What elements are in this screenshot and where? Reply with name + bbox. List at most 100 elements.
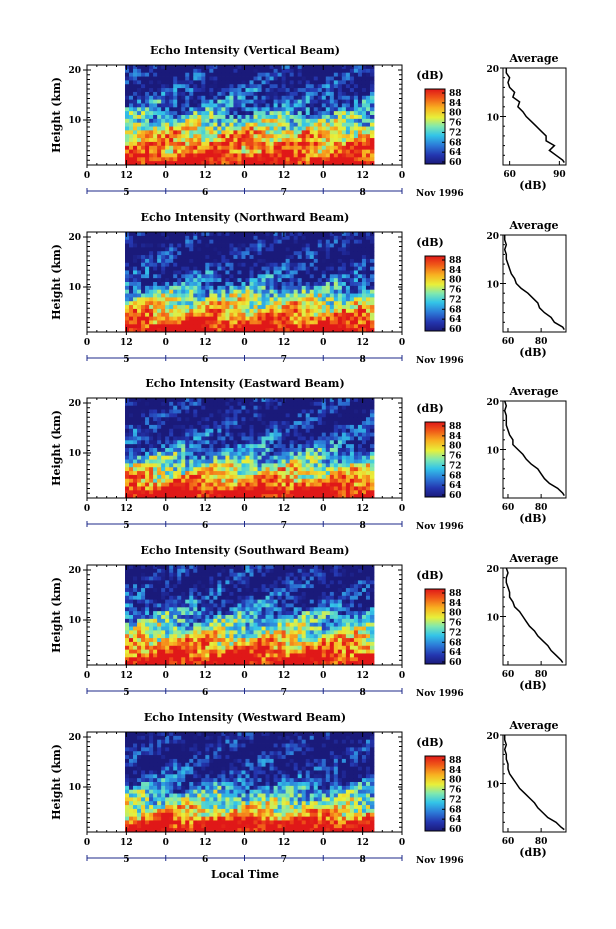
heatmap-cell xyxy=(161,297,166,302)
heatmap-cell xyxy=(169,490,174,495)
heatmap-cell xyxy=(161,161,166,166)
heatmap-cell xyxy=(329,490,335,495)
heatmap-cell xyxy=(349,274,355,279)
heatmap-cell xyxy=(237,122,242,127)
heatmap-cell xyxy=(149,274,154,279)
heatmap-cell xyxy=(225,88,230,93)
heatmap-cell xyxy=(209,65,214,70)
heatmap-cell xyxy=(237,84,242,89)
heatmap-cell xyxy=(357,157,363,162)
heatmap-cell xyxy=(193,107,198,112)
heatmap-cell xyxy=(321,118,327,124)
heatmap-cell xyxy=(221,467,226,472)
heatmap-cell xyxy=(197,478,202,484)
heatmap-cell xyxy=(289,255,295,260)
heatmap-cell xyxy=(157,398,162,403)
heatmap-cell xyxy=(169,278,174,283)
heatmap-cell xyxy=(173,115,178,120)
heatmap-cell xyxy=(309,401,315,407)
heatmap-cell xyxy=(345,232,351,237)
heatmap-cell xyxy=(277,258,283,264)
heatmap-cell xyxy=(309,467,315,472)
heatmap-cell xyxy=(249,444,254,449)
heatmap-cell xyxy=(157,451,162,457)
heatmap-cell xyxy=(129,312,134,318)
heatmap-cell xyxy=(201,141,206,147)
heatmap-cell xyxy=(281,278,287,283)
heatmap-cell xyxy=(277,316,283,321)
heatmap-cell xyxy=(205,266,210,271)
heatmap-cell xyxy=(269,308,274,314)
heatmap-cell xyxy=(165,118,170,124)
heatmap-cell xyxy=(241,126,246,131)
heatmap-cell xyxy=(281,251,287,256)
heatmap-cell xyxy=(221,103,226,108)
heatmap-cell xyxy=(273,239,279,244)
heatmap-cell xyxy=(185,88,190,93)
heatmap-cell xyxy=(129,320,134,325)
heatmap-cell xyxy=(329,99,335,104)
heatmap-cell xyxy=(269,65,274,70)
heatmap-cell xyxy=(157,68,162,74)
heatmap-cell xyxy=(297,421,303,426)
heatmap-cell xyxy=(265,153,270,158)
heatmap-cell xyxy=(349,134,355,139)
heatmap-cell xyxy=(181,258,186,264)
heatmap-cell xyxy=(265,455,270,460)
heatmap-cell xyxy=(317,308,323,314)
heatmap-cell xyxy=(353,293,359,298)
heatmap-cell xyxy=(205,478,210,484)
heatmap-cell xyxy=(189,149,194,154)
heatmap-cell xyxy=(301,266,307,271)
heatmap-cell xyxy=(133,285,138,291)
heatmap-cell xyxy=(193,262,198,268)
heatmap-cell xyxy=(329,126,335,131)
heatmap-cell xyxy=(237,270,242,275)
heatmap-cell xyxy=(281,235,287,241)
heatmap-cell xyxy=(133,421,138,426)
heatmap-cell xyxy=(229,482,234,487)
heatmap-cell xyxy=(341,88,347,93)
heatmap-cell xyxy=(345,239,351,244)
heatmap-cell xyxy=(309,297,315,302)
heatmap-cell xyxy=(125,428,130,434)
heatmap-cell xyxy=(169,459,174,464)
heatmap-cell xyxy=(197,316,202,321)
heatmap-cell xyxy=(353,312,359,318)
heatmap-cell xyxy=(353,324,359,329)
heatmap-cell xyxy=(353,266,359,271)
heatmap-cell xyxy=(305,239,311,244)
heatmap-cell xyxy=(253,398,258,403)
heatmap-cell xyxy=(153,297,158,302)
heatmap-cell xyxy=(317,145,323,151)
heatmap-cell xyxy=(165,95,170,101)
heatmap-cell xyxy=(245,91,250,97)
heatmap-cell xyxy=(209,293,214,298)
heatmap-cell xyxy=(261,232,266,237)
heatmap-cell xyxy=(153,316,158,321)
heatmap-cell xyxy=(357,111,363,116)
heatmap-cell xyxy=(213,436,218,441)
heatmap-cell xyxy=(325,320,331,325)
heatmap-cell xyxy=(321,459,327,464)
heatmap-cell xyxy=(321,424,327,430)
heatmap-cell xyxy=(325,444,331,449)
heatmap-cell xyxy=(197,99,202,104)
heatmap-cell xyxy=(325,409,331,414)
heatmap-cell xyxy=(289,65,295,70)
heatmap-cell xyxy=(185,285,190,291)
heatmap-cell xyxy=(125,432,130,437)
heatmap-cell xyxy=(225,324,230,329)
heatmap-cell xyxy=(221,451,226,457)
heatmap-cell xyxy=(125,482,130,487)
heatmap-cell xyxy=(233,157,238,162)
heatmap-cell xyxy=(309,274,315,279)
heatmap-cell xyxy=(137,95,142,101)
heatmap-cell xyxy=(245,138,250,143)
heatmap-cell xyxy=(153,432,158,437)
heatmap-cell xyxy=(141,84,146,89)
heatmap-cell xyxy=(345,145,351,151)
heatmap-cell xyxy=(137,232,142,237)
heatmap-cell xyxy=(209,405,214,410)
heatmap-cell xyxy=(281,478,287,484)
